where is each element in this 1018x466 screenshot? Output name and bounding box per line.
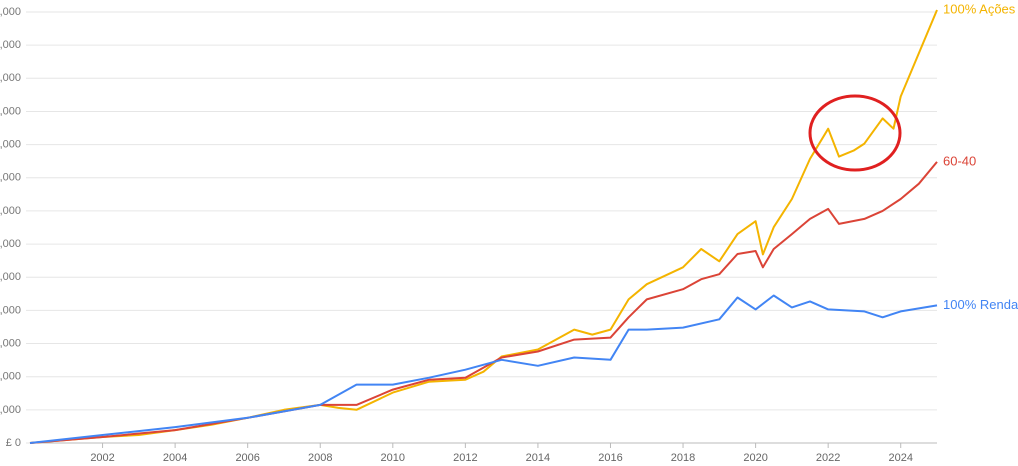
x-tick-label: 2012: [453, 452, 477, 464]
y-tick-label: £ 20,000: [0, 371, 21, 383]
x-tick-label: 2020: [743, 452, 767, 464]
series-line: [29, 161, 938, 444]
x-tick-label: 2006: [235, 452, 259, 464]
y-tick-label: £ 80,000: [0, 172, 21, 184]
series-label: 100% Ações Globais: [943, 1, 1018, 16]
y-tick-label: £ 120,000: [0, 39, 21, 51]
series-line: [29, 294, 938, 444]
x-tick-label: 2016: [598, 452, 622, 464]
x-tick-label: 2022: [816, 452, 840, 464]
y-tick-label: £ 40,000: [0, 304, 21, 316]
highlight-circle: [808, 94, 902, 172]
y-tick-label: £ 90,000: [0, 139, 21, 151]
y-tick-label: £ 100,000: [0, 105, 21, 117]
y-tick-label: £ 130,000: [0, 6, 21, 18]
x-tick-label: 2018: [671, 452, 695, 464]
x-tick-label: 2004: [163, 452, 187, 464]
y-tick-label: £ 70,000: [0, 205, 21, 217]
x-tick-label: 2008: [308, 452, 332, 464]
y-tick-label: £ 10,000: [0, 404, 21, 416]
x-tick-label: 2002: [90, 452, 114, 464]
x-tick-label: 2010: [381, 452, 405, 464]
series-label: 100% Renda Fixa: [943, 297, 1018, 312]
y-tick-label: £ 50,000: [0, 271, 21, 283]
y-tick-label: £ 110,000: [0, 72, 21, 84]
x-tick-label: 2014: [526, 452, 550, 464]
y-tick-label: £ 30,000: [0, 337, 21, 349]
y-tick-label: £ 60,000: [0, 238, 21, 250]
grid: £ 0 £ 10,000 £ 20,000 £ 30,000 £ 40,000 £ 50,…: [0, 6, 937, 464]
x-tick-label: 2024: [888, 452, 912, 464]
plot-area: 100% Ações Globais 60-40 100% Renda Fixa: [29, 1, 1018, 444]
y-tick-label: £ 0: [6, 437, 21, 449]
series-label: 60-40: [943, 153, 976, 168]
